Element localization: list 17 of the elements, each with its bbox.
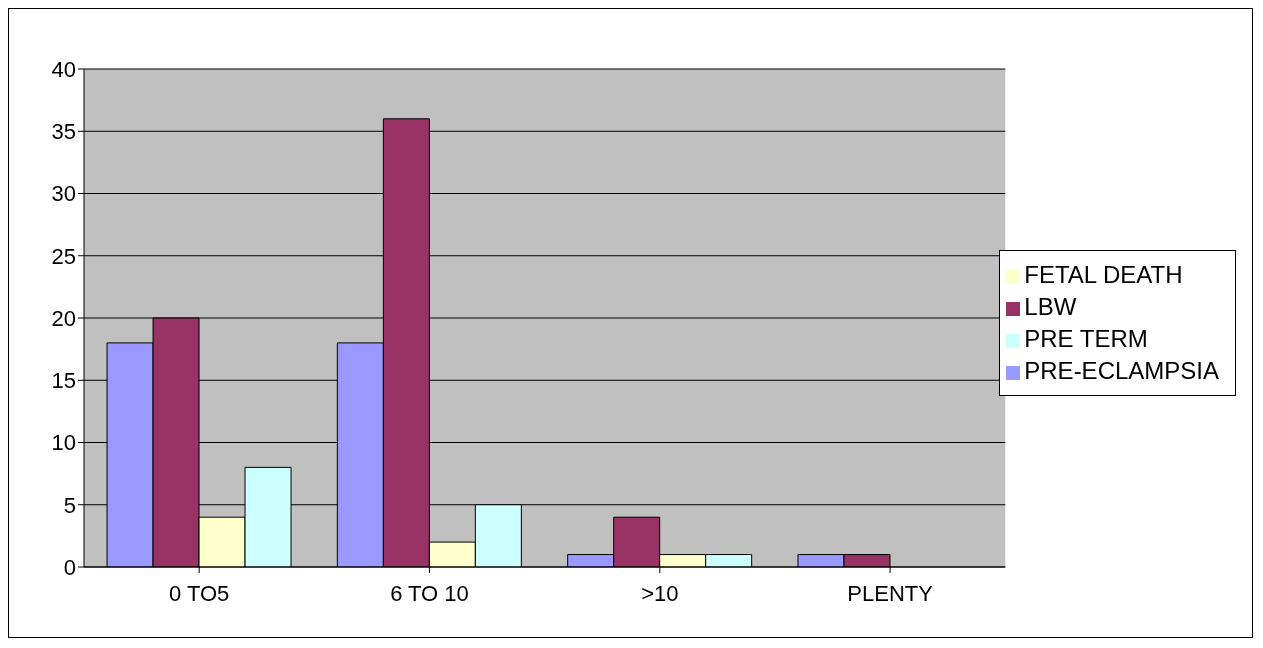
y-tick-label: 10 [51,430,76,456]
legend-label: FETAL DEATH [1024,261,1183,288]
y-tick-label: 20 [51,305,76,331]
y-tick-label: 25 [51,243,76,269]
legend-label: LBW [1024,293,1077,320]
legend-label: PRE-ECLAMPSIA [1024,357,1219,384]
y-tick-label: 0 [63,554,76,580]
x-tick-label: 6 TO 10 [390,580,469,606]
y-tick-label: 40 [51,56,76,82]
y-tick-label: 5 [63,492,76,518]
y-tick-label: 35 [51,119,76,145]
legend-label: PRE TERM [1024,325,1148,352]
x-tick-label: 0 TO5 [168,580,230,606]
x-tick-label: PLENTY [847,580,934,606]
y-tick-label: 15 [51,368,76,394]
y-tick-label: 30 [51,181,76,207]
x-tick-label: >10 [641,580,679,606]
